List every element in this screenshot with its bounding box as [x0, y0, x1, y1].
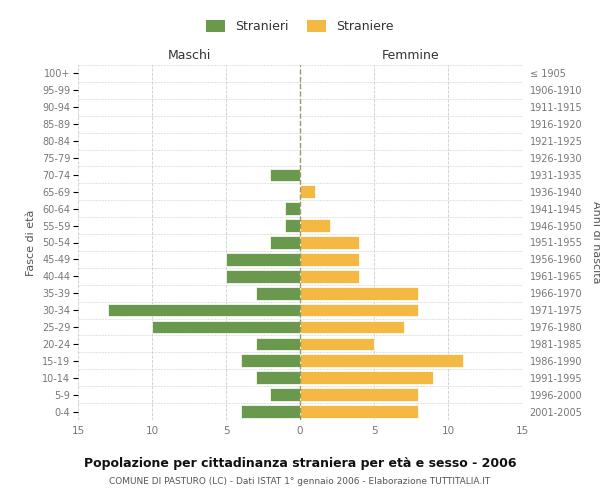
Bar: [107, 304, 300, 316]
Bar: [285, 202, 300, 215]
Bar: [300, 287, 418, 300]
Bar: [256, 372, 300, 384]
Bar: [241, 354, 300, 367]
Bar: [300, 320, 404, 334]
Legend: Stranieri, Straniere: Stranieri, Straniere: [202, 16, 398, 38]
Text: COMUNE DI PASTURO (LC) - Dati ISTAT 1° gennaio 2006 - Elaborazione TUTTITALIA.IT: COMUNE DI PASTURO (LC) - Dati ISTAT 1° g…: [109, 478, 491, 486]
Text: Maschi: Maschi: [167, 48, 211, 62]
Bar: [271, 168, 300, 181]
Bar: [300, 405, 418, 418]
Bar: [300, 304, 418, 316]
Bar: [300, 388, 418, 401]
Bar: [285, 220, 300, 232]
Bar: [300, 253, 359, 266]
Bar: [271, 388, 300, 401]
Bar: [300, 338, 374, 350]
Bar: [256, 287, 300, 300]
Bar: [300, 354, 463, 367]
Text: Femmine: Femmine: [382, 48, 440, 62]
Bar: [300, 236, 359, 249]
Bar: [300, 372, 433, 384]
Bar: [300, 270, 359, 282]
Bar: [256, 338, 300, 350]
Bar: [152, 320, 300, 334]
Bar: [300, 186, 315, 198]
Bar: [241, 405, 300, 418]
Text: Popolazione per cittadinanza straniera per età e sesso - 2006: Popolazione per cittadinanza straniera p…: [84, 458, 516, 470]
Bar: [300, 220, 329, 232]
Bar: [271, 236, 300, 249]
Y-axis label: Fasce di età: Fasce di età: [26, 210, 37, 276]
Bar: [226, 270, 300, 282]
Bar: [226, 253, 300, 266]
Y-axis label: Anni di nascita: Anni di nascita: [591, 201, 600, 284]
